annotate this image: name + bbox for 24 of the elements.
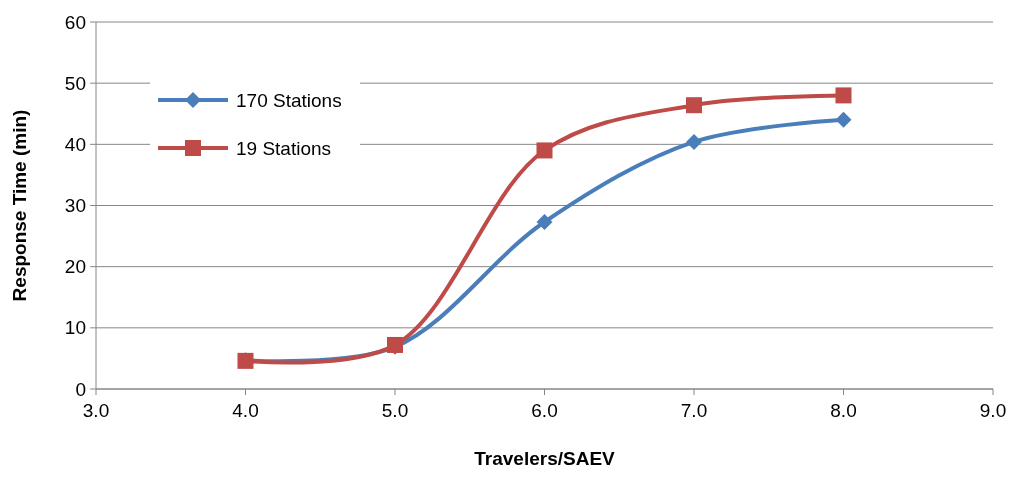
point (686, 97, 702, 114)
y-tick-label: 40 (64, 133, 86, 155)
x-tick-label: 8.0 (830, 400, 857, 421)
y-tick-label: 10 (64, 317, 86, 339)
point (536, 142, 553, 159)
x-tick-label: 5.0 (381, 400, 409, 421)
x-axis-title: Travelers/SAEV (474, 448, 616, 469)
y-axis-title: Response Time (min) (9, 109, 30, 302)
y-tick-label: 60 (64, 11, 86, 33)
point (686, 133, 702, 150)
y-tick-label: 20 (64, 256, 86, 278)
y-tick-label: 50 (64, 72, 86, 94)
point (835, 111, 852, 128)
point (536, 214, 553, 231)
x-tick-label: 7.0 (680, 400, 708, 421)
x-tick-label: 4.0 (232, 400, 259, 421)
legend-label: 19 Stations (236, 137, 332, 159)
y-tick-label: 30 (64, 195, 86, 217)
x-tick-label: 3.0 (82, 400, 110, 421)
x-tick-label: 6.0 (531, 400, 558, 421)
x-tick-label: 9.0 (979, 400, 1007, 421)
y-tick-label: 0 (75, 378, 86, 400)
legend-label: 170 Stations (236, 89, 342, 111)
point (835, 87, 852, 104)
